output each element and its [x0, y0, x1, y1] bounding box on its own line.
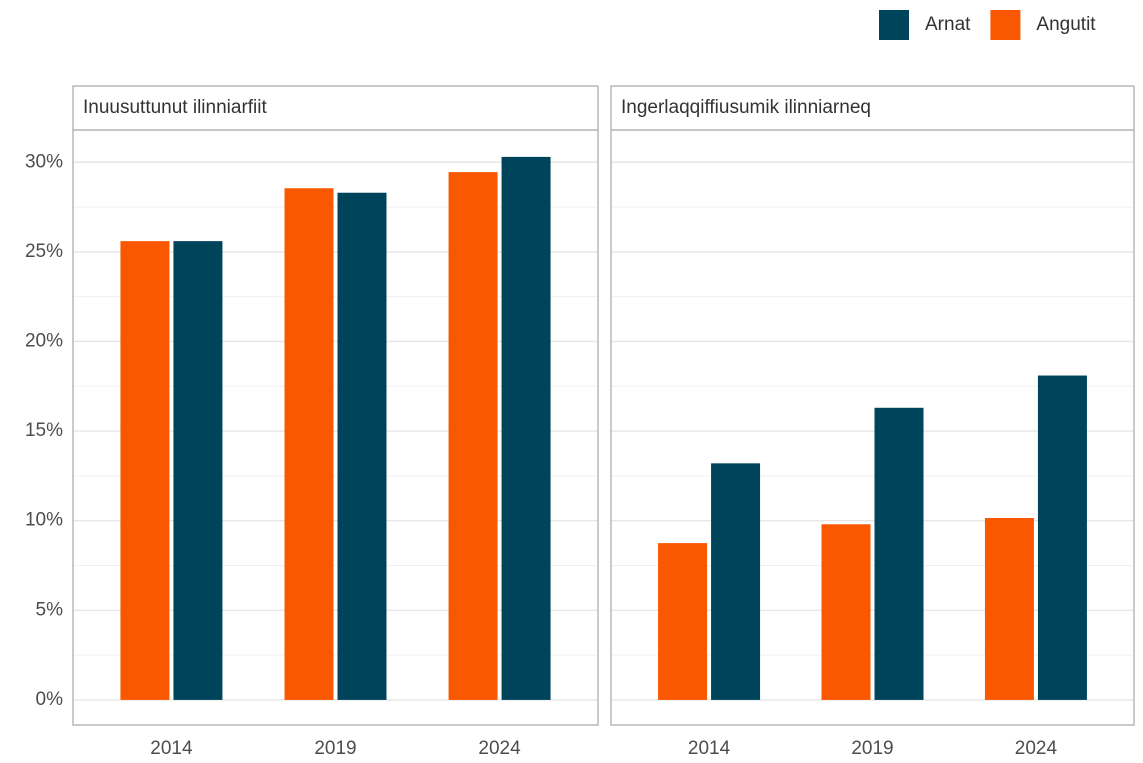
bar — [337, 192, 387, 700]
x-tick-label: 2024 — [478, 738, 521, 759]
y-tick-label: 5% — [36, 599, 64, 620]
bar — [711, 463, 761, 700]
y-tick-label: 0% — [36, 689, 64, 710]
bar — [501, 156, 551, 700]
legend-swatch — [879, 10, 909, 40]
panel-title: Ingerlaqqiffiusumik ilinniarneq — [621, 97, 871, 118]
bar — [821, 524, 871, 700]
y-tick-label: 25% — [25, 241, 63, 262]
legend-label: Arnat — [925, 14, 971, 35]
bar — [120, 241, 170, 700]
legend-swatch — [990, 10, 1021, 40]
bar — [874, 407, 924, 700]
x-tick-label: 2019 — [314, 738, 356, 759]
y-tick-label: 30% — [25, 151, 63, 172]
x-tick-label: 2024 — [1015, 738, 1058, 759]
bar — [173, 241, 223, 700]
bar — [448, 172, 498, 700]
y-tick-label: 15% — [25, 420, 63, 441]
panel-title: Inuusuttunut ilinniarfiit — [83, 97, 267, 118]
x-tick-label: 2019 — [851, 738, 893, 759]
y-tick-label: 20% — [25, 330, 63, 351]
legend-label: Angutit — [1036, 14, 1096, 35]
bar — [284, 188, 334, 700]
bar — [984, 518, 1034, 700]
bar — [658, 543, 708, 700]
x-tick-label: 2014 — [150, 738, 193, 759]
bar — [1037, 375, 1087, 700]
y-tick-label: 10% — [25, 510, 63, 531]
panel-frame — [72, 85, 599, 726]
x-tick-label: 2014 — [688, 738, 731, 759]
panel-frame — [610, 85, 1135, 726]
